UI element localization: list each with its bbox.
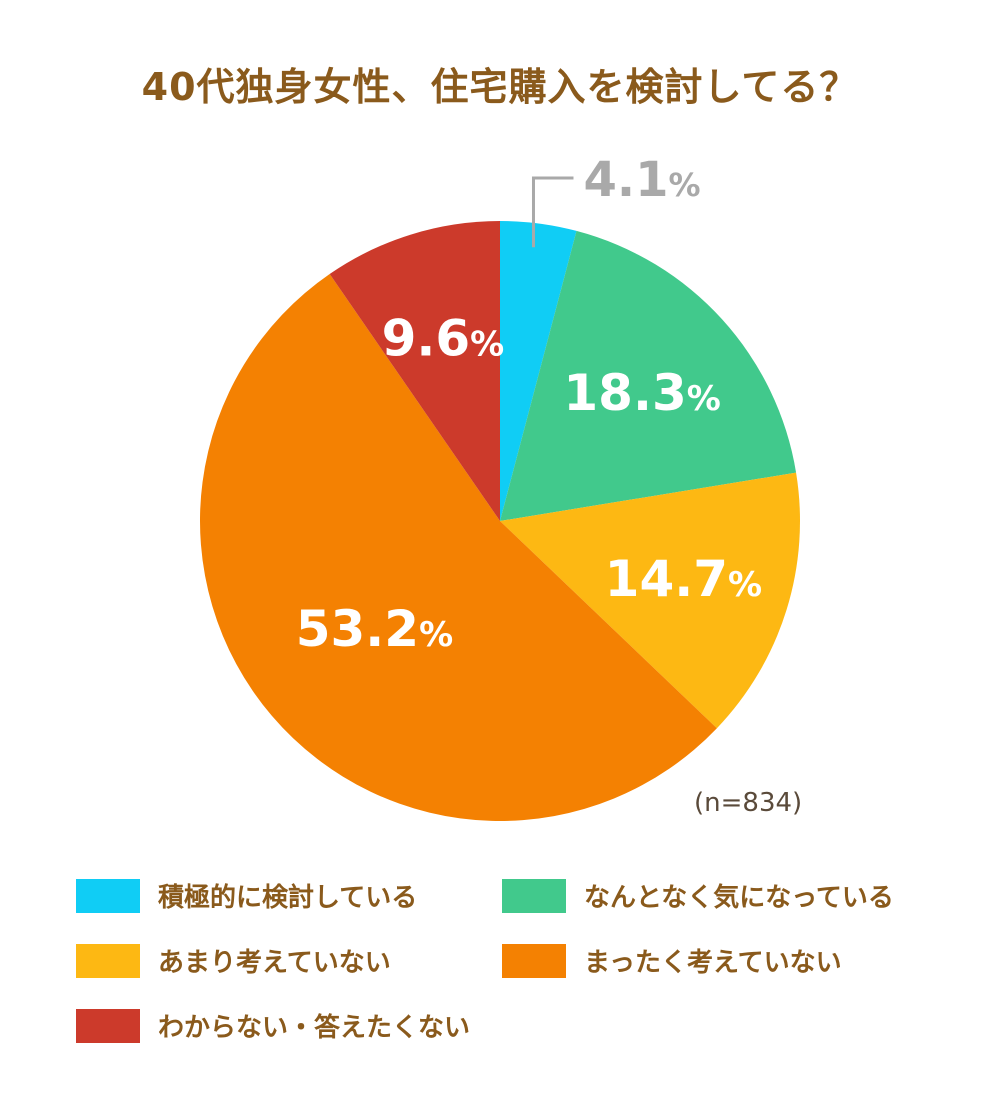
slice-5-wedge [329,221,500,521]
sample-size-note: (n=834) [694,788,803,818]
slice-4-wedge [200,274,717,821]
slice-2-value-label: 18.3% [563,364,720,422]
slice-1-leader-line [531,176,574,248]
slice-1-value-label: 4.1% [583,152,700,208]
slice-4-value-label: 53.2% [296,600,453,658]
slice-2-wedge [500,230,797,522]
chart-title: 40代独身女性、住宅購入を検討してる？ [141,65,859,109]
slice-1-wedge [500,221,577,521]
slice-3-wedge [500,472,801,729]
slice-5-value-label: 9.6% [382,310,505,368]
slice-3-value-label: 14.7% [605,550,762,608]
